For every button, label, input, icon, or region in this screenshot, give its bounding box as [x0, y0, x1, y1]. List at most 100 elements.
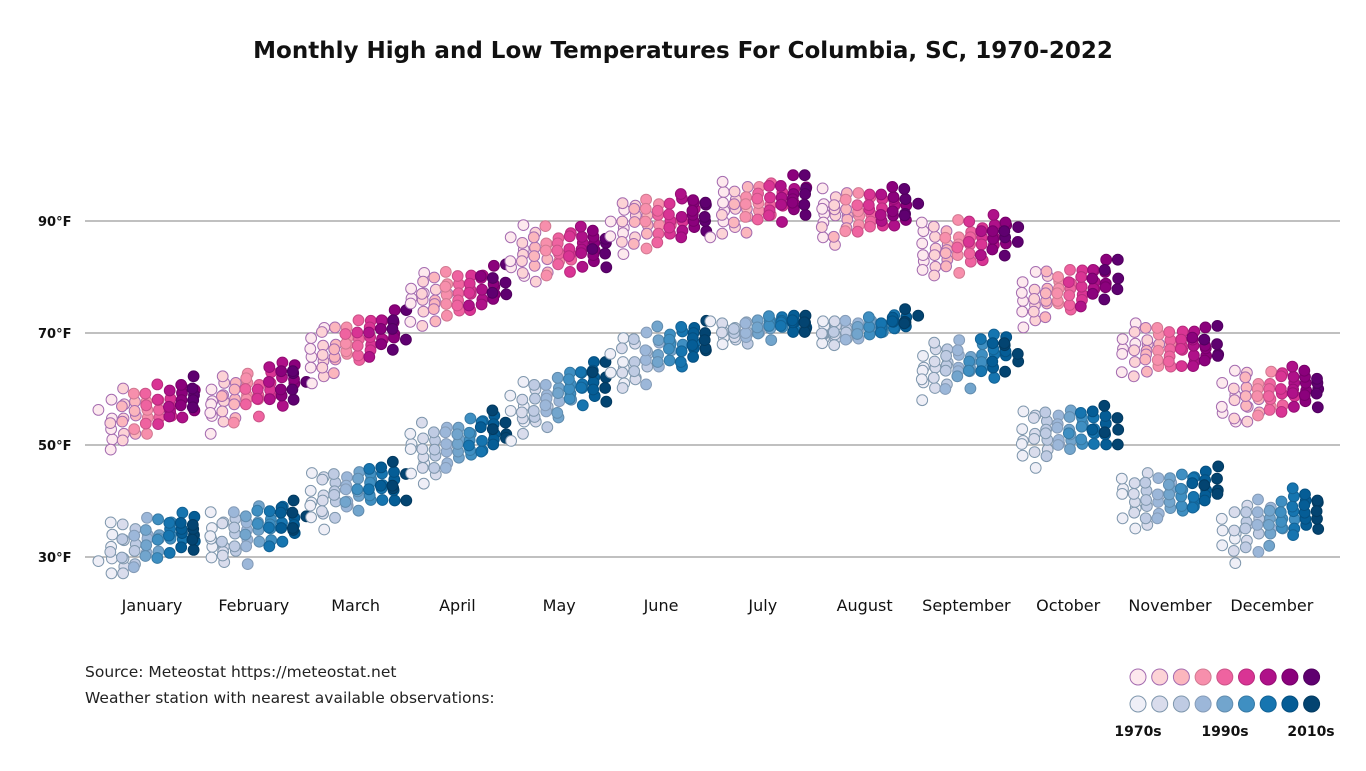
point-high-october-1986	[1039, 287, 1052, 300]
point-high-december-1972	[1215, 400, 1228, 413]
point-low-september-2007	[974, 333, 987, 346]
point-high-may-1977	[516, 267, 529, 279]
legend-swatch-high	[1238, 668, 1255, 686]
point-high-october-2004	[1075, 280, 1088, 293]
point-low-october-1998	[1063, 411, 1076, 423]
point-low-april-2011	[475, 445, 488, 458]
point-high-june-1984	[627, 238, 640, 250]
point-high-march-2007	[363, 326, 375, 339]
point-high-july-1983	[727, 216, 740, 229]
point-low-november-1984	[1140, 494, 1152, 506]
point-high-june-2020	[699, 196, 712, 209]
legend-label-2010s: 2010s	[1287, 724, 1334, 740]
point-low-june-1990	[639, 354, 652, 366]
point-high-september-1986	[940, 260, 952, 273]
point-high-august-2000	[863, 188, 876, 201]
point-high-april-2006	[463, 299, 475, 312]
point-high-july-1972	[717, 186, 730, 198]
point-low-august-1988	[839, 333, 852, 346]
point-high-april-2010	[475, 298, 488, 311]
point-low-february-1972	[205, 551, 218, 564]
point-high-january-1976	[104, 417, 117, 430]
point-low-march-1974	[304, 499, 317, 512]
point-high-july-2022	[798, 198, 811, 211]
point-low-august-1982	[827, 326, 840, 338]
point-low-may-1991	[539, 379, 552, 391]
point-high-october-1975	[1029, 266, 1042, 278]
point-high-march-1987	[327, 367, 340, 380]
point-low-october-1970	[1017, 405, 1030, 418]
point-high-october-2000	[1062, 276, 1075, 289]
point-low-july-2009	[774, 320, 787, 332]
point-low-march-1980	[316, 473, 329, 486]
point-high-april-1980	[416, 287, 428, 300]
point-high-july-2009	[774, 180, 787, 192]
point-high-july-2002	[763, 180, 776, 192]
point-high-may-1972	[504, 255, 517, 268]
point-high-january-2011	[176, 411, 189, 424]
point-high-june-1987	[641, 227, 653, 240]
point-high-july-1982	[728, 198, 741, 211]
point-low-november-1979	[1127, 488, 1140, 500]
point-low-june-2008	[675, 345, 688, 358]
point-low-october-2020	[1112, 423, 1125, 436]
point-high-october-2016	[1099, 281, 1112, 294]
legend-swatch-high	[1172, 668, 1190, 686]
point-low-may-2018	[586, 366, 599, 379]
point-low-december-1988	[1252, 546, 1265, 558]
point-low-march-2012	[375, 461, 388, 474]
point-low-october-2012	[1086, 405, 1099, 418]
point-high-march-2013	[374, 323, 387, 335]
point-low-january-1981	[116, 518, 129, 531]
point-high-september-1994	[951, 241, 964, 254]
point-high-october-1979	[1028, 293, 1041, 305]
point-high-june-2004	[663, 208, 675, 221]
point-low-december-2010	[1286, 482, 1299, 495]
point-low-july-2022	[798, 316, 811, 329]
point-high-september-2001	[962, 236, 975, 248]
point-low-january-1994	[140, 539, 153, 552]
legend-swatch-low	[1151, 695, 1169, 713]
point-high-december-1998	[1262, 390, 1275, 403]
point-high-february-2013	[275, 365, 288, 378]
point-high-december-1980	[1241, 415, 1254, 428]
point-high-august-2014	[886, 205, 899, 218]
point-low-january-1995	[139, 524, 152, 536]
point-low-may-2005	[563, 373, 575, 386]
point-high-november-1998	[1163, 326, 1176, 338]
point-high-august-1995	[851, 199, 864, 212]
point-high-november-2012	[1186, 331, 1199, 344]
point-low-december-1990	[1251, 506, 1264, 519]
legend: 1970s 1990s 2010s	[1114, 668, 1335, 740]
point-low-september-2022	[1011, 348, 1024, 360]
point-low-june-1994	[652, 334, 665, 347]
point-low-september-1981	[927, 371, 940, 384]
point-low-november-1991	[1151, 488, 1164, 501]
point-low-january-1996	[139, 550, 152, 562]
point-high-april-1982	[429, 315, 442, 328]
point-high-june-1971	[604, 230, 617, 243]
point-high-august-1987	[840, 203, 852, 216]
point-high-december-1989	[1252, 409, 1264, 422]
y-tick-label: 90°F	[38, 215, 71, 230]
point-high-december-2002	[1275, 406, 1288, 418]
point-low-may-1997	[551, 371, 564, 384]
point-high-february-2020	[286, 365, 299, 378]
point-high-march-1993	[339, 337, 352, 350]
point-low-may-1975	[517, 376, 530, 388]
point-high-december-2004	[1274, 383, 1287, 395]
point-high-july-2008	[775, 198, 788, 211]
point-low-october-1987	[1039, 406, 1052, 419]
point-low-november-2005	[1174, 482, 1187, 495]
point-low-may-1987	[541, 421, 554, 434]
point-low-april-2018	[486, 423, 499, 436]
point-high-march-1997	[352, 314, 365, 327]
point-low-march-1981	[316, 505, 328, 518]
point-high-may-2018	[586, 243, 599, 255]
point-low-november-1980	[1141, 467, 1154, 479]
point-low-june-2022	[698, 334, 711, 347]
point-high-june-2015	[687, 194, 699, 207]
point-low-june-1991	[639, 344, 652, 357]
point-high-august-1989	[839, 225, 852, 238]
point-low-october-1984	[1040, 450, 1053, 463]
